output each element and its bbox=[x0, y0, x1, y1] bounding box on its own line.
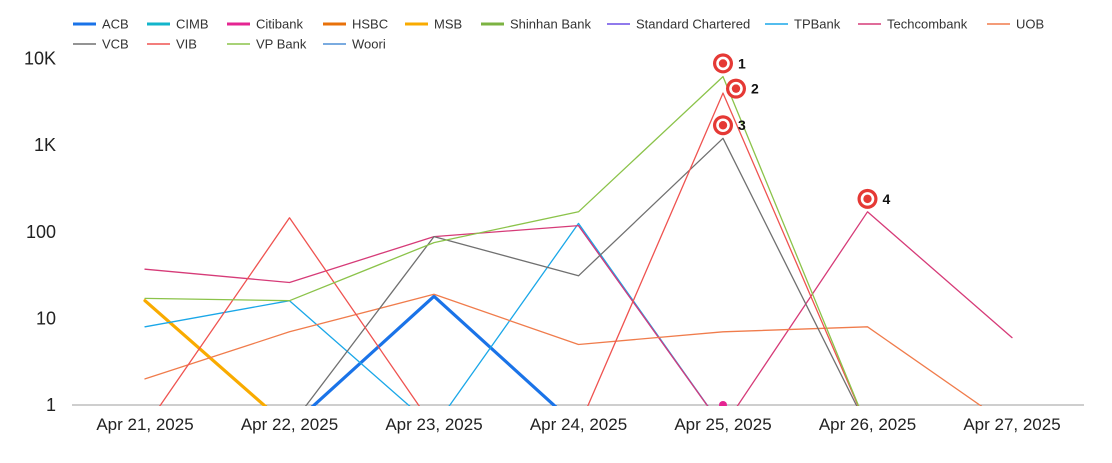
legend-label: Citibank bbox=[256, 17, 303, 32]
series-line-uob[interactable] bbox=[144, 293, 1012, 427]
series-layer bbox=[143, 75, 1013, 428]
legend-item-shinhan-bank[interactable]: Shinhan Bank bbox=[481, 17, 591, 32]
x-tick-label: Apr 21, 2025 bbox=[96, 415, 193, 434]
legend-item-vp-bank[interactable]: VP Bank bbox=[227, 37, 307, 52]
legend-label: Woori bbox=[352, 37, 386, 52]
x-tick-label: Apr 22, 2025 bbox=[241, 415, 338, 434]
series-line-acb[interactable] bbox=[290, 294, 579, 427]
legend: ACB CIMB Citibank HSBC MSB Shinhan Bank Standa… bbox=[73, 17, 1044, 52]
x-tick-label: Apr 26, 2025 bbox=[819, 415, 916, 434]
annotation-dot bbox=[718, 59, 728, 68]
y-tick-label: 1 bbox=[46, 395, 56, 415]
legend-item-standard-chartered[interactable]: Standard Chartered bbox=[607, 17, 750, 32]
legend-item-cimb[interactable]: CIMB bbox=[147, 17, 209, 32]
annotation-layer: 12 3 4 bbox=[713, 53, 891, 209]
y-axis: 1 10 100 1K 10K bbox=[24, 49, 56, 415]
legend-item-hsbc[interactable]: HSBC bbox=[323, 17, 388, 32]
y-tick-label: 100 bbox=[26, 222, 56, 242]
annotation-label: 2 bbox=[751, 81, 759, 97]
annotation-marker-2[interactable]: 2 bbox=[726, 78, 759, 99]
annotation-marker-3[interactable]: 3 bbox=[713, 115, 746, 136]
legend-label: TPBank bbox=[794, 17, 841, 32]
legend-item-vib[interactable]: VIB bbox=[147, 37, 197, 52]
x-tick-label: Apr 24, 2025 bbox=[530, 415, 627, 434]
series-line-vcb[interactable] bbox=[290, 137, 868, 427]
series-line-vp-bank[interactable] bbox=[144, 75, 868, 428]
annotation-label: 1 bbox=[738, 55, 746, 71]
legend-label: ACB bbox=[102, 17, 129, 32]
legend-label: Techcombank bbox=[887, 17, 968, 32]
legend-label: HSBC bbox=[352, 17, 388, 32]
legend-label: CIMB bbox=[176, 17, 209, 32]
legend-label: VCB bbox=[102, 37, 129, 52]
legend-item-vcb[interactable]: VCB bbox=[73, 37, 129, 52]
series-line-techcombank[interactable] bbox=[144, 211, 1013, 428]
legend-item-msb[interactable]: MSB bbox=[405, 17, 462, 32]
annotation-dot bbox=[863, 194, 872, 204]
legend-item-uob[interactable]: UOB bbox=[987, 17, 1044, 32]
legend-label: VP Bank bbox=[256, 37, 307, 52]
legend-item-citibank[interactable]: Citibank bbox=[227, 17, 303, 32]
y-tick-label: 1K bbox=[34, 135, 56, 155]
legend-item-woori[interactable]: Woori bbox=[323, 37, 386, 52]
y-tick-label: 10 bbox=[36, 308, 56, 328]
series-point-citibank bbox=[719, 401, 727, 406]
x-axis: Apr 21, 2025 Apr 22, 2025 Apr 23, 2025 Apr … bbox=[72, 404, 1084, 434]
legend-label: UOB bbox=[1016, 17, 1044, 32]
annotation-marker-1[interactable]: 1 bbox=[713, 53, 746, 74]
annotation-marker-4[interactable]: 4 bbox=[857, 188, 891, 209]
legend-label: Shinhan Bank bbox=[510, 17, 591, 32]
series-line-msb[interactable] bbox=[143, 299, 290, 428]
legend-label: MSB bbox=[434, 17, 462, 32]
legend-item-tpbank[interactable]: TPBank bbox=[765, 17, 841, 32]
x-tick-label: Apr 27, 2025 bbox=[963, 415, 1060, 434]
legend-label: VIB bbox=[176, 37, 197, 52]
series-line-tpbank[interactable] bbox=[144, 222, 723, 427]
y-tick-label: 10K bbox=[24, 49, 56, 69]
x-tick-label: Apr 23, 2025 bbox=[385, 415, 482, 434]
legend-label: Standard Chartered bbox=[636, 17, 750, 32]
x-tick-label: Apr 25, 2025 bbox=[674, 415, 771, 434]
annotation-dot bbox=[731, 84, 741, 93]
series-line-vib[interactable] bbox=[145, 92, 868, 427]
legend-item-techcombank[interactable]: Techcombank bbox=[858, 17, 968, 32]
annotation-dot bbox=[718, 121, 728, 130]
annotation-label: 4 bbox=[883, 191, 891, 207]
annotation-label: 3 bbox=[738, 117, 746, 133]
legend-item-acb[interactable]: ACB bbox=[73, 17, 129, 32]
